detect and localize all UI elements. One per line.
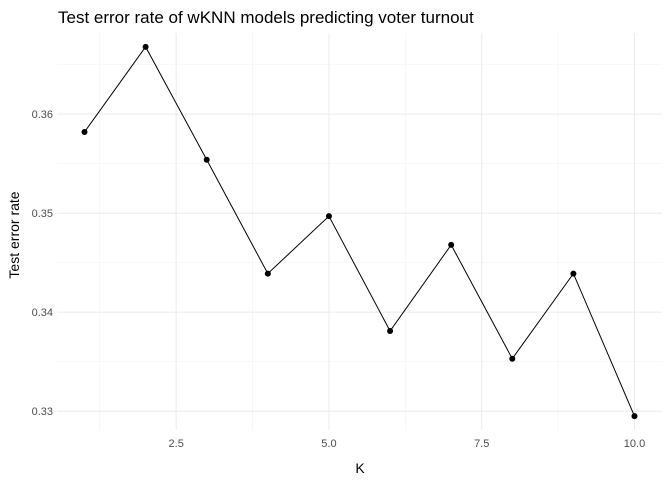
tick-labels: 2.5 5.0 7.5 10.0 0.33 0.34 0.35 0.36 <box>32 109 646 450</box>
y-tick-label: 0.34 <box>32 307 53 319</box>
chart-title: Test error rate of wKNN models predictin… <box>58 8 474 27</box>
y-tick-label: 0.36 <box>32 109 53 121</box>
major-gridlines <box>57 33 662 430</box>
x-tick-label: 2.5 <box>169 438 184 450</box>
x-tick-label: 5.0 <box>321 438 336 450</box>
y-tick-label: 0.33 <box>32 406 53 418</box>
x-axis-title: K <box>355 460 365 476</box>
data-point <box>264 270 271 277</box>
data-point <box>570 270 577 277</box>
data-point <box>203 156 210 163</box>
data-point <box>142 43 149 50</box>
data-point <box>81 129 88 136</box>
data-point <box>448 241 455 248</box>
data-point <box>509 355 516 362</box>
data-point <box>631 413 638 420</box>
data-point <box>387 327 394 334</box>
x-tick-label: 10.0 <box>624 438 645 450</box>
y-axis-title: Test error rate <box>6 191 22 278</box>
data-point <box>325 213 332 220</box>
series-group <box>81 43 638 420</box>
minor-gridlines <box>57 33 662 430</box>
series-line <box>84 45 635 417</box>
x-tick-label: 7.5 <box>474 438 489 450</box>
y-tick-label: 0.35 <box>32 208 53 220</box>
